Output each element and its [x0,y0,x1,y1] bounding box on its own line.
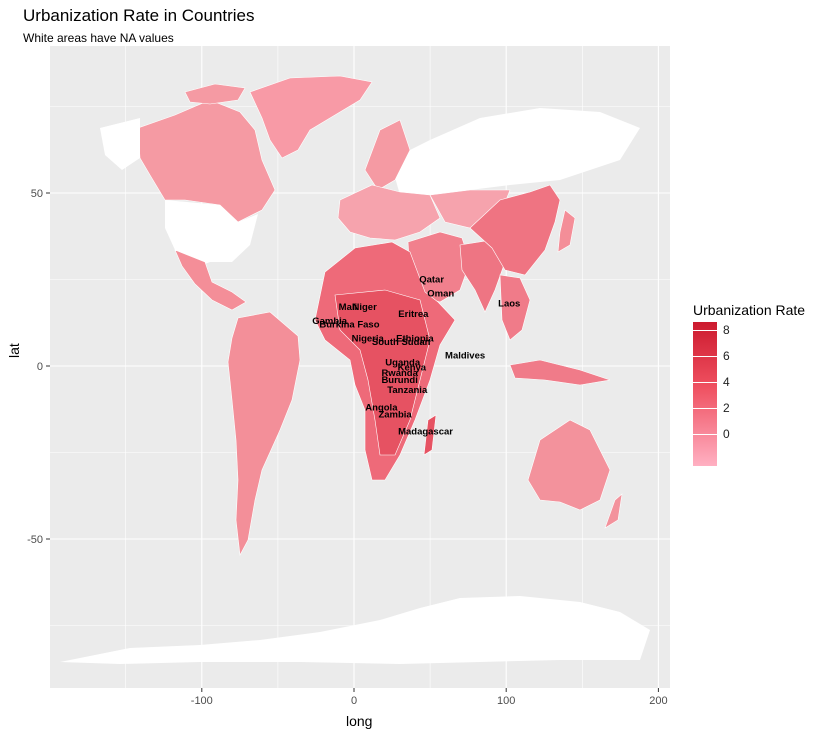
australia-shape [527,419,611,511]
legend-title: Urbanization Rate [693,302,806,318]
country-label: Burkina Faso [319,319,379,330]
russia-shape [390,108,640,195]
usa-shape [165,200,258,270]
country-label: Madagascar [398,427,453,438]
country-label: Nigeria [352,333,385,344]
legend: Urbanization Rate 8 6 4 2 0 [693,302,806,466]
legend-tickmark [693,382,717,383]
chart-subtitle: White areas have NA values [23,31,174,45]
southeast-asia-shape [499,274,531,341]
country-label: Laos [498,299,520,310]
x-tick-label: 0 [351,695,357,707]
legend-tick-label: 8 [723,323,730,337]
legend-colorbar [693,322,717,466]
legend-tickmark [693,356,717,357]
legend-tickmark [693,408,717,409]
south-america-shape [227,311,301,556]
x-tick-label: 100 [497,695,515,707]
europe-shape [337,184,441,241]
japan-shape [557,209,576,253]
arctic-islands-shape [184,83,246,105]
country-label: Mali [339,302,357,313]
alaska-shape [100,118,140,170]
country-label: Zambia [378,409,412,420]
antarctica-shape [60,596,650,664]
legend-tickmark [693,434,717,435]
country-label: Burundi [381,375,417,386]
y-axis-label: lat [6,343,22,358]
country-label: Niger [353,302,378,313]
china-shape [469,184,561,276]
y-tick-label: 0 [37,361,43,373]
x-tick-label: 200 [649,695,667,707]
legend-tick-label: 0 [723,427,730,441]
country-label: South Sudan [372,337,431,348]
legend-tick-label: 2 [723,401,730,415]
country-label: Gambia [312,316,348,327]
country-label: Oman [427,288,454,299]
country-shapes [60,75,650,664]
country-label: Tanzania [387,385,428,396]
x-axis-label: long [346,713,373,729]
mexico-shape [174,249,247,311]
y-tick-label: -50 [27,534,43,546]
country-label: Rwanda [381,368,418,379]
legend-tick-label: 4 [723,375,730,389]
legend-tickmark [693,330,717,331]
central-africa-shape [334,289,431,456]
legend-tick-label: 6 [723,349,730,363]
axis-ticks: -100 0 100 200 -50 0 50 [27,188,667,707]
country-label: Ethiopia [396,333,434,344]
canada-shape [137,99,276,223]
y-tick-label: 50 [31,188,43,200]
chart-title: Urbanization Rate in Countries [23,6,255,25]
country-label: Qatar [419,275,444,286]
country-label: Maldives [445,351,485,362]
new-zealand-shape [604,493,623,529]
greenland-shape [249,75,373,159]
x-tick-label: -100 [191,695,213,707]
madagascar-shape [423,414,437,456]
country-label: Angola [365,403,398,414]
country-label: Eritrea [398,309,429,320]
country-label: Kenya [398,363,427,374]
indonesia-shape [509,359,611,386]
country-label: Uganda [385,358,421,369]
